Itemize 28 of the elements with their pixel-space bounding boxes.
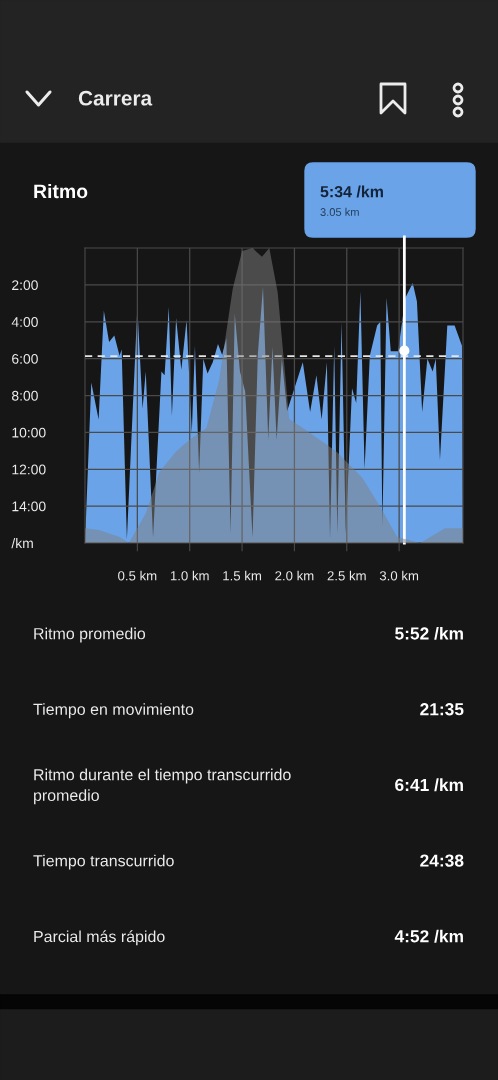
y-tick-label: 2:00 bbox=[12, 280, 38, 291]
x-tick-label: 1.5 km bbox=[223, 570, 261, 581]
x-tick-label: 1.0 km bbox=[170, 570, 209, 581]
text: Carrera bbox=[78, 90, 153, 106]
x-tick-label: 2.0 km bbox=[275, 570, 314, 581]
y-tick-label: 6:00 bbox=[12, 353, 38, 364]
text: 3.05 km bbox=[320, 207, 359, 216]
y-tick-label: 8:00 bbox=[11, 390, 38, 401]
text: 6:41 /km bbox=[395, 778, 463, 792]
text: 21:35 bbox=[420, 703, 464, 716]
text: 5:52 /km bbox=[395, 626, 463, 640]
chart-title: Ritmo bbox=[34, 183, 88, 199]
category-label: Parcial más rápido bbox=[34, 930, 165, 946]
y-tick-label: 4:00 bbox=[11, 317, 38, 327]
category-label: Ritmo durante el tiempo transcurrido promedio bbox=[34, 768, 291, 805]
y-tick-label: /km bbox=[11, 537, 33, 549]
y-tick-label: 14:00 bbox=[12, 501, 46, 512]
y-tick-label: 12:00 bbox=[12, 464, 46, 475]
category-label: Ritmo promedio bbox=[34, 627, 146, 643]
category-label: Tiempo en movimiento bbox=[33, 703, 194, 719]
y-tick-label: 10:00 bbox=[12, 427, 46, 438]
category-label: Tiempo transcurrido bbox=[33, 854, 174, 870]
text: 4:52 /km bbox=[394, 929, 463, 943]
x-tick-label: 3.0 km bbox=[379, 570, 419, 581]
x-tick-label: 0.5 km bbox=[118, 570, 157, 581]
text: 24:38 bbox=[420, 854, 464, 867]
text: 5:34 /km bbox=[320, 185, 383, 198]
x-tick-label: 2.5 km bbox=[327, 570, 366, 581]
